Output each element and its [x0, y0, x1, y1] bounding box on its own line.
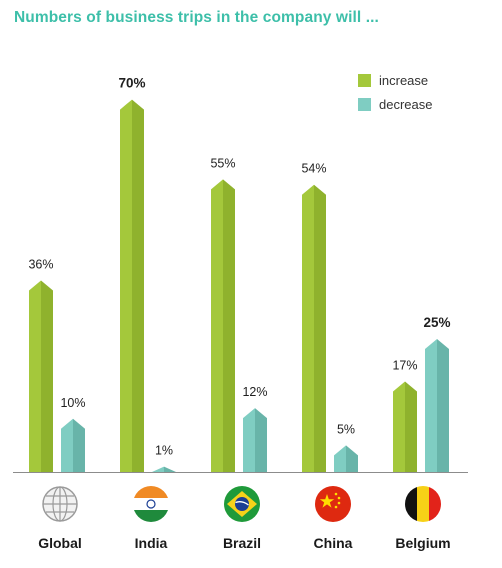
bar-face-left: [425, 339, 437, 472]
bar-global-decrease: [61, 418, 85, 472]
bar-belgium-increase: [393, 381, 417, 472]
bar-china-increase: [302, 184, 326, 472]
legend: increase decrease: [358, 68, 432, 116]
bar-india-decrease: [152, 466, 176, 472]
country-label-china: China: [313, 535, 353, 551]
china-flag-icon: [315, 486, 351, 522]
belgium-flag-icon: [405, 486, 441, 522]
country-label-india: India: [134, 535, 168, 551]
bar-face-right: [41, 280, 53, 472]
legend-item-increase: increase: [358, 68, 432, 92]
bar-face-right: [346, 445, 358, 472]
bar-belgium-decrease: [425, 339, 449, 472]
data-label-belgium-decrease: 25%: [423, 315, 450, 330]
bar-brazil-increase: [211, 179, 235, 472]
bar-face-right: [437, 339, 449, 472]
bar-face-left: [61, 418, 73, 472]
bar-face-right: [164, 466, 176, 472]
bar-face-left: [152, 466, 164, 472]
legend-label-increase: increase: [379, 72, 429, 88]
bar-global-increase: [29, 280, 53, 472]
bar-face-left: [211, 179, 223, 472]
bar-china-decrease: [334, 445, 358, 472]
legend-label-decrease: decrease: [379, 96, 433, 112]
bar-face-left: [29, 280, 41, 472]
bar-face-left: [334, 445, 346, 472]
bar-face-right: [132, 99, 144, 472]
india-flag-icon: [133, 486, 169, 522]
brazil-flag-icon: [224, 486, 260, 522]
bar-face-left: [120, 99, 132, 472]
data-label-brazil-increase: 55%: [210, 156, 235, 170]
data-label-china-decrease: 5%: [337, 422, 355, 436]
bar-brazil-decrease: [243, 408, 267, 472]
data-label-global-increase: 36%: [28, 257, 53, 271]
bar-face-right: [223, 179, 235, 472]
data-label-china-increase: 54%: [301, 162, 326, 176]
country-label-belgium: Belgium: [395, 535, 451, 551]
legend-item-decrease: decrease: [358, 92, 432, 116]
chart-title: Numbers of business trips in the company…: [14, 9, 379, 26]
globe-icon: [42, 486, 78, 522]
data-label-india-decrease: 1%: [155, 444, 173, 458]
data-label-brazil-decrease: 12%: [242, 385, 267, 399]
bar-face-right: [405, 381, 417, 472]
bar-face-right: [255, 408, 267, 472]
legend-swatch-increase: [358, 73, 371, 87]
bar-india-increase: [120, 99, 144, 472]
country-label-brazil: Brazil: [222, 535, 262, 551]
data-label-belgium-increase: 17%: [392, 359, 417, 373]
bar-face-right: [73, 418, 85, 472]
bar-face-left: [302, 184, 314, 472]
legend-swatch-decrease: [358, 97, 371, 111]
bar-face-left: [243, 408, 255, 472]
data-label-global-decrease: 10%: [60, 396, 85, 410]
bar-face-left: [393, 381, 405, 472]
data-label-india-increase: 70%: [118, 76, 145, 91]
bar-face-right: [314, 184, 326, 472]
country-label-global: Global: [38, 535, 82, 551]
